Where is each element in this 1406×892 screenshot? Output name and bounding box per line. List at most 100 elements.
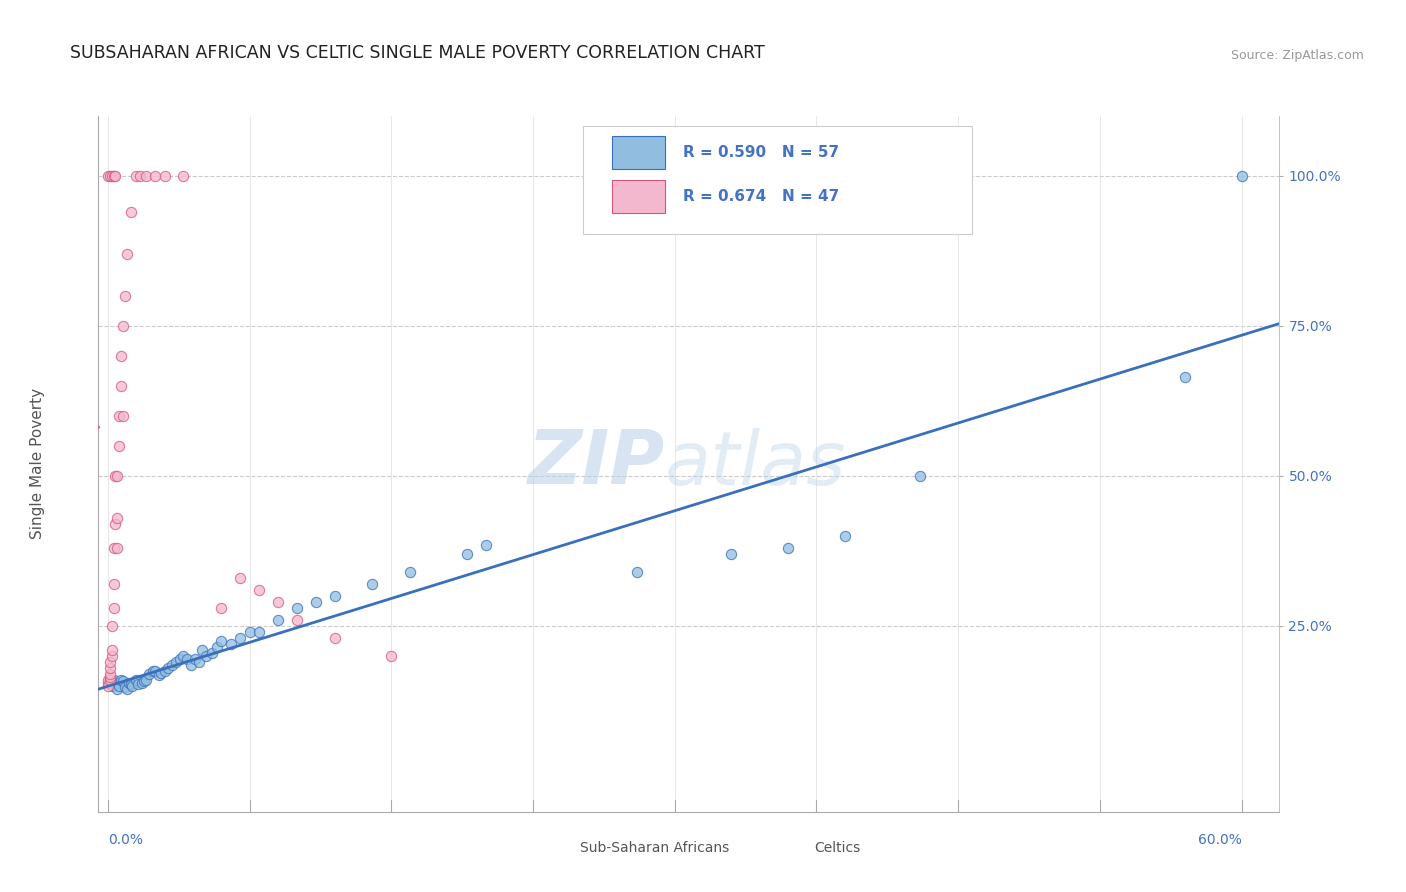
Point xyxy=(111,409,134,423)
Point xyxy=(105,468,128,483)
Point xyxy=(131,675,153,690)
Point xyxy=(229,571,252,585)
Point xyxy=(305,595,328,609)
Point xyxy=(125,169,148,183)
Point xyxy=(143,169,166,183)
Point xyxy=(104,516,127,531)
Point xyxy=(148,668,170,682)
Point xyxy=(626,565,648,579)
Point xyxy=(100,642,122,657)
Point xyxy=(108,679,131,693)
Point xyxy=(98,666,121,681)
Point xyxy=(195,648,218,663)
Point xyxy=(153,169,176,183)
Point xyxy=(110,349,132,363)
Point xyxy=(132,673,155,688)
Point xyxy=(209,600,232,615)
Point xyxy=(399,565,422,579)
Text: 0.0%: 0.0% xyxy=(108,833,143,847)
Point xyxy=(98,661,121,675)
Point xyxy=(201,646,224,660)
Point xyxy=(176,652,198,666)
Point xyxy=(98,655,121,669)
Point xyxy=(910,468,932,483)
Point xyxy=(720,547,742,561)
Point xyxy=(229,631,252,645)
Bar xyxy=(612,180,665,213)
Bar xyxy=(782,838,807,861)
Point xyxy=(110,673,132,687)
Text: R = 0.674   N = 47: R = 0.674 N = 47 xyxy=(683,189,839,204)
Point xyxy=(191,642,214,657)
Point xyxy=(153,664,176,678)
Point xyxy=(456,547,478,561)
Point xyxy=(180,657,202,672)
Point xyxy=(285,600,308,615)
Point xyxy=(105,681,128,696)
Point xyxy=(475,538,498,552)
Point xyxy=(125,673,148,687)
Text: 60.0%: 60.0% xyxy=(1198,833,1241,847)
Point xyxy=(100,648,122,663)
Point xyxy=(98,169,121,183)
Text: atlas: atlas xyxy=(665,428,846,500)
Point xyxy=(108,409,131,423)
Point xyxy=(105,511,128,525)
Point xyxy=(267,595,290,609)
Text: SUBSAHARAN AFRICAN VS CELTIC SINGLE MALE POVERTY CORRELATION CHART: SUBSAHARAN AFRICAN VS CELTIC SINGLE MALE… xyxy=(70,45,765,62)
Point xyxy=(103,576,125,591)
Point xyxy=(143,664,166,678)
Point xyxy=(1174,369,1197,384)
Point xyxy=(98,670,121,684)
Point xyxy=(103,600,125,615)
Point xyxy=(247,624,270,639)
Text: R = 0.590   N = 57: R = 0.590 N = 57 xyxy=(683,145,839,160)
Point xyxy=(103,673,125,687)
Point xyxy=(114,680,136,694)
Point xyxy=(104,468,127,483)
Point xyxy=(187,655,209,669)
Text: Source: ZipAtlas.com: Source: ZipAtlas.com xyxy=(1230,49,1364,62)
Point xyxy=(247,582,270,597)
Point xyxy=(97,673,120,687)
Point xyxy=(111,318,134,333)
Point xyxy=(267,613,290,627)
Text: ZIP: ZIP xyxy=(529,427,665,500)
Point xyxy=(120,677,142,691)
Text: Sub-Saharan Africans: Sub-Saharan Africans xyxy=(581,841,730,855)
Point xyxy=(149,665,172,680)
Point xyxy=(100,679,122,693)
Point xyxy=(209,633,232,648)
Point xyxy=(105,541,128,555)
Point xyxy=(104,169,127,183)
Point xyxy=(103,541,125,555)
Point xyxy=(111,673,134,688)
Point xyxy=(97,169,120,183)
Point xyxy=(169,652,191,666)
Point xyxy=(207,640,229,654)
Point xyxy=(142,664,165,678)
Point xyxy=(380,648,402,663)
Point xyxy=(127,677,149,691)
Point xyxy=(184,652,207,666)
Point xyxy=(114,289,136,303)
Point xyxy=(104,675,127,690)
Point xyxy=(172,169,194,183)
Point xyxy=(100,169,122,183)
Point xyxy=(115,247,138,261)
Point xyxy=(98,675,121,690)
Point xyxy=(135,673,157,687)
Point xyxy=(103,169,125,183)
Text: Celtics: Celtics xyxy=(814,841,860,855)
Point xyxy=(160,657,183,672)
Point xyxy=(118,675,141,690)
Point xyxy=(121,679,143,693)
Point xyxy=(97,675,120,690)
Point xyxy=(778,541,800,555)
Point xyxy=(110,379,132,393)
Point xyxy=(285,613,308,627)
Point xyxy=(135,169,157,183)
Point xyxy=(115,681,138,696)
Point xyxy=(1230,169,1253,183)
Point xyxy=(239,624,262,639)
